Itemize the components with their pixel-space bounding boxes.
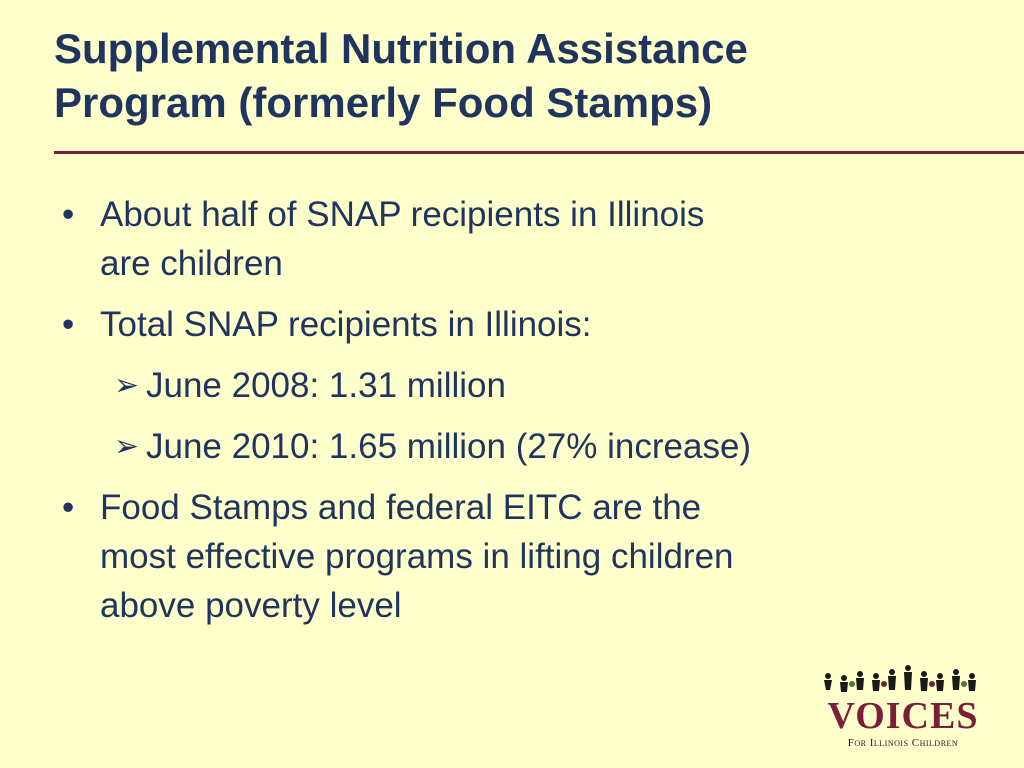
logo-wordmark: VOICES [827, 695, 979, 737]
bullet-item: • Total SNAP recipients in Illinois: [62, 300, 982, 349]
bullet-line: are children [100, 244, 283, 283]
bullet-line: Food Stamps and federal EITC are the [100, 488, 702, 527]
title-line: Program (formerly Food Stamps) [54, 79, 713, 126]
slide-title: Supplemental Nutrition Assistance Progra… [54, 22, 994, 130]
bullet-item: • Food Stamps and federal EITC are the m… [62, 483, 982, 630]
voices-logo: VOICES For Illinois Children [818, 660, 988, 752]
bullet-line: Total SNAP recipients in Illinois: [100, 305, 592, 344]
bullet-icon: • [62, 305, 75, 344]
bullet-line: above poverty level [100, 586, 402, 625]
title-line: Supplemental Nutrition Assistance [54, 25, 748, 72]
bullet-line: About half of SNAP recipients in Illinoi… [100, 195, 705, 234]
bullet-icon: • [62, 195, 75, 234]
children-silhouettes-icon [824, 665, 976, 692]
arrow-bullet-icon: ➢ [114, 430, 140, 463]
bullet-icon: • [62, 488, 75, 527]
bullet-line: most effective programs in lifting child… [100, 537, 734, 576]
logo-tagline: For Illinois Children [847, 737, 959, 749]
title-divider [54, 151, 1024, 154]
bullet-item: • About half of SNAP recipients in Illin… [62, 190, 982, 288]
sub-bullet-text: June 2010: 1.65 million (27% increase) [146, 427, 752, 466]
sub-bullet-item: ➢ June 2008: 1.31 million [62, 361, 982, 410]
sub-bullet-text: June 2008: 1.31 million [146, 366, 506, 405]
sub-bullet-item: ➢ June 2010: 1.65 million (27% increase) [62, 422, 982, 471]
slide-body: • About half of SNAP recipients in Illin… [62, 190, 982, 642]
arrow-bullet-icon: ➢ [114, 369, 140, 402]
